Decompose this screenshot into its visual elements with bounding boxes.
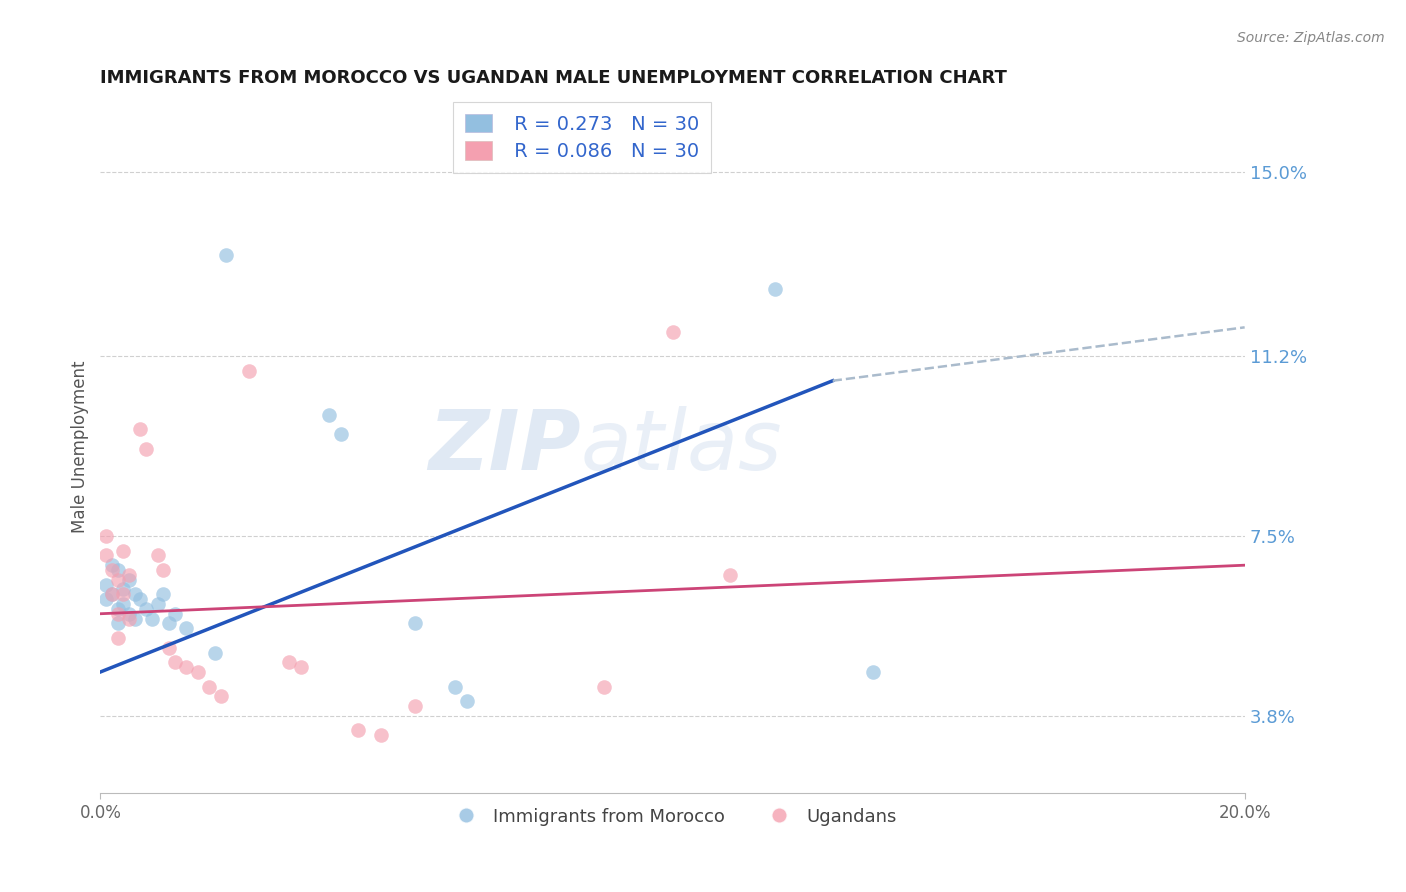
Point	[592, 680, 614, 694]
Point	[278, 655, 301, 669]
Point	[135, 442, 157, 456]
Point	[718, 568, 741, 582]
Point	[346, 723, 368, 738]
Point	[204, 646, 226, 660]
Point	[107, 602, 129, 616]
Point	[238, 364, 260, 378]
Point	[765, 281, 787, 295]
Point	[107, 631, 129, 645]
Point	[94, 529, 117, 543]
Point	[187, 665, 209, 679]
Text: ZIP: ZIP	[429, 406, 581, 487]
Point	[135, 602, 157, 616]
Point	[215, 247, 238, 261]
Point	[290, 660, 312, 674]
Point	[444, 680, 467, 694]
Point	[101, 563, 124, 577]
Point	[661, 325, 683, 339]
Point	[157, 640, 180, 655]
Point	[118, 607, 141, 621]
Point	[862, 665, 884, 679]
Point	[152, 563, 174, 577]
Point	[107, 607, 129, 621]
Point	[198, 680, 221, 694]
Point	[146, 549, 169, 563]
Point	[107, 616, 129, 631]
Point	[456, 694, 478, 708]
Point	[370, 728, 392, 742]
Point	[124, 587, 146, 601]
Point	[112, 597, 135, 611]
Text: Source: ZipAtlas.com: Source: ZipAtlas.com	[1237, 31, 1385, 45]
Point	[152, 587, 174, 601]
Point	[163, 655, 186, 669]
Point	[329, 427, 352, 442]
Point	[101, 587, 124, 601]
Text: IMMIGRANTS FROM MOROCCO VS UGANDAN MALE UNEMPLOYMENT CORRELATION CHART: IMMIGRANTS FROM MOROCCO VS UGANDAN MALE …	[100, 69, 1007, 87]
Point	[101, 558, 124, 573]
Point	[129, 592, 152, 607]
Point	[94, 592, 117, 607]
Point	[209, 690, 232, 704]
Point	[107, 573, 129, 587]
Point	[157, 616, 180, 631]
Point	[124, 611, 146, 625]
Legend: Immigrants from Morocco, Ugandans: Immigrants from Morocco, Ugandans	[441, 800, 904, 833]
Point	[112, 587, 135, 601]
Point	[163, 607, 186, 621]
Point	[118, 568, 141, 582]
Point	[112, 543, 135, 558]
Text: atlas: atlas	[581, 406, 783, 487]
Point	[141, 611, 163, 625]
Point	[118, 611, 141, 625]
Point	[174, 621, 197, 635]
Point	[404, 698, 426, 713]
Point	[174, 660, 197, 674]
Point	[101, 587, 124, 601]
Point	[94, 549, 117, 563]
Point	[94, 577, 117, 591]
Point	[404, 616, 426, 631]
Point	[107, 563, 129, 577]
Point	[112, 582, 135, 597]
Point	[318, 408, 340, 422]
Y-axis label: Male Unemployment: Male Unemployment	[72, 360, 89, 533]
Point	[129, 422, 152, 436]
Point	[146, 597, 169, 611]
Point	[118, 573, 141, 587]
